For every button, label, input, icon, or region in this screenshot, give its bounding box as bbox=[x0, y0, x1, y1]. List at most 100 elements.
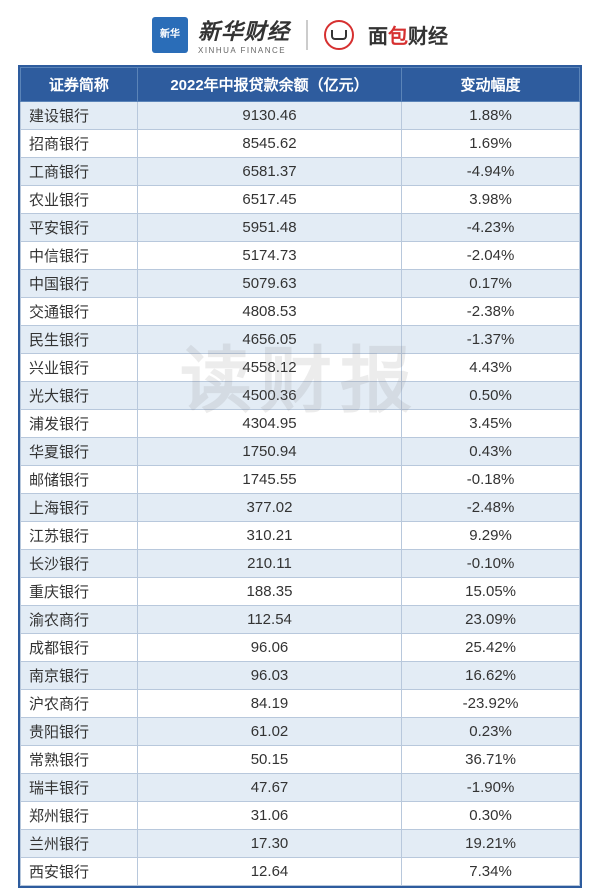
col-header-change: 变动幅度 bbox=[402, 68, 580, 102]
table-row: 郑州银行31.060.30% bbox=[21, 802, 580, 830]
cell-bank-name: 交通银行 bbox=[21, 298, 138, 326]
cell-bank-name: 建设银行 bbox=[21, 102, 138, 130]
table-row: 平安银行5951.48-4.23% bbox=[21, 214, 580, 242]
table-row: 南京银行96.0316.62% bbox=[21, 662, 580, 690]
cell-value: 310.21 bbox=[137, 522, 401, 550]
table-row: 建设银行9130.461.88% bbox=[21, 102, 580, 130]
cell-change: -0.10% bbox=[402, 550, 580, 578]
cell-change: 36.71% bbox=[402, 746, 580, 774]
cell-bank-name: 华夏银行 bbox=[21, 438, 138, 466]
cell-change: 3.98% bbox=[402, 186, 580, 214]
cell-value: 210.11 bbox=[137, 550, 401, 578]
table-row: 贵阳银行61.020.23% bbox=[21, 718, 580, 746]
cell-change: 3.45% bbox=[402, 410, 580, 438]
cell-value: 9130.46 bbox=[137, 102, 401, 130]
brand-right-text: 面包财经 bbox=[368, 20, 448, 49]
cell-value: 5951.48 bbox=[137, 214, 401, 242]
cell-bank-name: 民生银行 bbox=[21, 326, 138, 354]
table-row: 华夏银行1750.940.43% bbox=[21, 438, 580, 466]
table-body: 建设银行9130.461.88%招商银行8545.621.69%工商银行6581… bbox=[21, 102, 580, 886]
cell-value: 47.67 bbox=[137, 774, 401, 802]
table-row: 西安银行12.647.34% bbox=[21, 858, 580, 886]
cell-value: 96.06 bbox=[137, 634, 401, 662]
xinhua-logo-icon: 新华 bbox=[152, 17, 188, 53]
cell-change: 0.43% bbox=[402, 438, 580, 466]
bank-loan-table: 证券简称 2022年中报贷款余额（亿元） 变动幅度 建设银行9130.461.8… bbox=[20, 67, 580, 886]
cell-change: 0.17% bbox=[402, 270, 580, 298]
cell-bank-name: 江苏银行 bbox=[21, 522, 138, 550]
cell-value: 6517.45 bbox=[137, 186, 401, 214]
cell-value: 8545.62 bbox=[137, 130, 401, 158]
cell-value: 6581.37 bbox=[137, 158, 401, 186]
cell-change: 19.21% bbox=[402, 830, 580, 858]
cell-bank-name: 瑞丰银行 bbox=[21, 774, 138, 802]
cell-change: 0.23% bbox=[402, 718, 580, 746]
cell-change: -23.92% bbox=[402, 690, 580, 718]
brand-left: 新华财经 XINHUA FINANCE bbox=[198, 14, 290, 55]
table-row: 工商银行6581.37-4.94% bbox=[21, 158, 580, 186]
table-row: 长沙银行210.11-0.10% bbox=[21, 550, 580, 578]
cell-bank-name: 中信银行 bbox=[21, 242, 138, 270]
cell-change: 23.09% bbox=[402, 606, 580, 634]
cell-bank-name: 平安银行 bbox=[21, 214, 138, 242]
cell-change: 1.88% bbox=[402, 102, 580, 130]
table-header-row: 证券简称 2022年中报贷款余额（亿元） 变动幅度 bbox=[21, 68, 580, 102]
col-header-name: 证券简称 bbox=[21, 68, 138, 102]
cell-change: 1.69% bbox=[402, 130, 580, 158]
cell-bank-name: 兴业银行 bbox=[21, 354, 138, 382]
cell-bank-name: 郑州银行 bbox=[21, 802, 138, 830]
table-row: 民生银行4656.05-1.37% bbox=[21, 326, 580, 354]
cell-change: -2.38% bbox=[402, 298, 580, 326]
cell-value: 4808.53 bbox=[137, 298, 401, 326]
cell-bank-name: 招商银行 bbox=[21, 130, 138, 158]
brand-en-text: XINHUA FINANCE bbox=[198, 46, 286, 55]
cell-bank-name: 上海银行 bbox=[21, 494, 138, 522]
cell-bank-name: 长沙银行 bbox=[21, 550, 138, 578]
cell-value: 4500.36 bbox=[137, 382, 401, 410]
table-row: 沪农商行84.19-23.92% bbox=[21, 690, 580, 718]
cell-value: 4558.12 bbox=[137, 354, 401, 382]
cell-value: 1750.94 bbox=[137, 438, 401, 466]
table-row: 兰州银行17.3019.21% bbox=[21, 830, 580, 858]
cell-change: -4.23% bbox=[402, 214, 580, 242]
table-row: 瑞丰银行47.67-1.90% bbox=[21, 774, 580, 802]
table-row: 成都银行96.0625.42% bbox=[21, 634, 580, 662]
table-row: 农业银行6517.453.98% bbox=[21, 186, 580, 214]
cell-bank-name: 沪农商行 bbox=[21, 690, 138, 718]
cell-bank-name: 渝农商行 bbox=[21, 606, 138, 634]
cell-change: -2.04% bbox=[402, 242, 580, 270]
mianbao-logo-icon bbox=[324, 20, 354, 50]
table-row: 交通银行4808.53-2.38% bbox=[21, 298, 580, 326]
cell-bank-name: 重庆银行 bbox=[21, 578, 138, 606]
cell-bank-name: 西安银行 bbox=[21, 858, 138, 886]
table-row: 中信银行5174.73-2.04% bbox=[21, 242, 580, 270]
cell-bank-name: 农业银行 bbox=[21, 186, 138, 214]
table-row: 渝农商行112.5423.09% bbox=[21, 606, 580, 634]
cell-value: 61.02 bbox=[137, 718, 401, 746]
cell-bank-name: 浦发银行 bbox=[21, 410, 138, 438]
cell-bank-name: 中国银行 bbox=[21, 270, 138, 298]
table-row: 兴业银行4558.124.43% bbox=[21, 354, 580, 382]
cell-change: 25.42% bbox=[402, 634, 580, 662]
col-header-value: 2022年中报贷款余额（亿元） bbox=[137, 68, 401, 102]
cell-value: 31.06 bbox=[137, 802, 401, 830]
cell-value: 5079.63 bbox=[137, 270, 401, 298]
cell-change: -1.90% bbox=[402, 774, 580, 802]
table-row: 光大银行4500.360.50% bbox=[21, 382, 580, 410]
cell-bank-name: 邮储银行 bbox=[21, 466, 138, 494]
cell-change: 0.50% bbox=[402, 382, 580, 410]
cell-value: 5174.73 bbox=[137, 242, 401, 270]
table-row: 浦发银行4304.953.45% bbox=[21, 410, 580, 438]
brand-cn-text: 新华财经 bbox=[198, 14, 290, 46]
cell-change: -2.48% bbox=[402, 494, 580, 522]
cell-value: 50.15 bbox=[137, 746, 401, 774]
cell-change: 16.62% bbox=[402, 662, 580, 690]
cell-bank-name: 兰州银行 bbox=[21, 830, 138, 858]
cell-value: 96.03 bbox=[137, 662, 401, 690]
separator bbox=[306, 20, 308, 50]
table-row: 邮储银行1745.55-0.18% bbox=[21, 466, 580, 494]
cell-value: 188.35 bbox=[137, 578, 401, 606]
header: 新华 新华财经 XINHUA FINANCE 面包财经 bbox=[0, 0, 600, 65]
table-row: 重庆银行188.3515.05% bbox=[21, 578, 580, 606]
table-row: 上海银行377.02-2.48% bbox=[21, 494, 580, 522]
